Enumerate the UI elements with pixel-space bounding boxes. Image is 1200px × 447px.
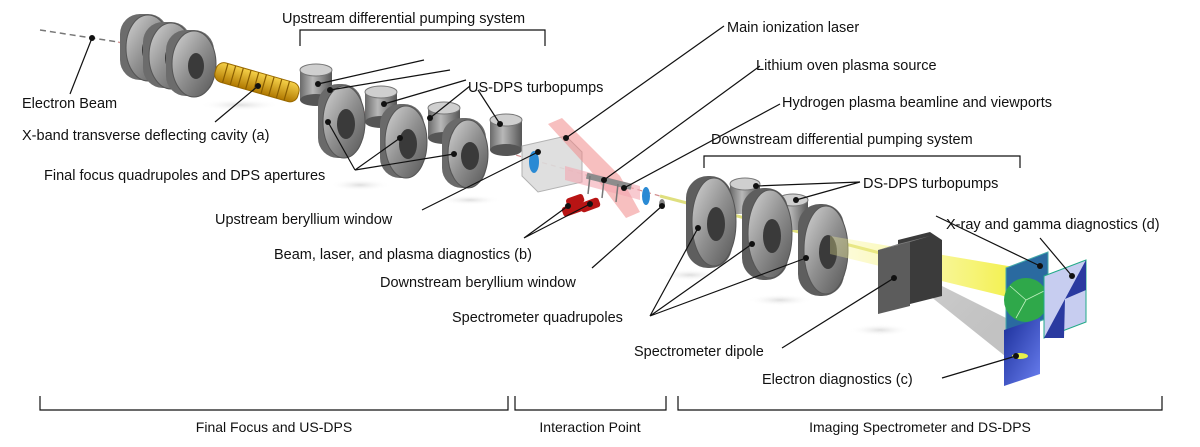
label-final-focus: Final focus quadrupoles and DPS aperture… (44, 168, 325, 184)
label-electron-diag: Electron diagnostics (c) (762, 372, 913, 388)
us-dps-components (299, 63, 523, 189)
label-electron-beam: Electron Beam (22, 96, 117, 112)
component-labels: Electron Beam X-band transverse deflecti… (22, 11, 1160, 388)
label-xray-gamma: X-ray and gamma diagnostics (d) (946, 217, 1160, 233)
label-ds-dps-turbopumps: DS-DPS turbopumps (863, 176, 998, 192)
section-final-focus: Final Focus and US-DPS (196, 419, 352, 435)
label-ds-dps-system: Downstream differential pumping system (711, 132, 973, 148)
electron-screen (1004, 318, 1040, 386)
label-xband-cavity: X-band transverse deflecting cavity (a) (22, 128, 269, 144)
xray-gamma-screens (1004, 251, 1087, 339)
label-spectrometer-quads: Spectrometer quadrupoles (452, 310, 623, 326)
label-main-laser: Main ionization laser (727, 20, 859, 36)
label-us-dps-turbopumps: US-DPS turbopumps (468, 80, 603, 96)
label-hydrogen-beamline: Hydrogen plasma beamline and viewports (782, 95, 1052, 111)
label-downstream-be-window: Downstream beryllium window (380, 275, 576, 291)
upstream-quadrupole-rings (120, 14, 217, 98)
electron-fan (930, 280, 1010, 360)
label-diagnostics-b: Beam, laser, and plasma diagnostics (b) (274, 247, 532, 263)
spectrometer-dipole-magnet (878, 232, 942, 314)
ground-shadows (200, 99, 910, 336)
section-labels: Final Focus and US-DPS Interaction Point… (196, 419, 1031, 435)
xband-cavity (214, 62, 300, 103)
label-lithium-oven: Lithium oven plasma source (756, 58, 937, 74)
label-spectrometer-dipole: Spectrometer dipole (634, 344, 764, 360)
section-brackets (39, 396, 1163, 411)
interaction-point-components (521, 118, 665, 218)
ds-dps-components (686, 176, 849, 296)
section-interaction-point: Interaction Point (539, 419, 640, 435)
label-us-dps-system: Upstream differential pumping system (282, 11, 525, 27)
label-upstream-be-window: Upstream beryllium window (215, 212, 393, 228)
section-imaging-spectrometer: Imaging Spectrometer and DS-DPS (809, 419, 1031, 435)
leader-dots (89, 35, 1075, 359)
leader-lines (69, 25, 1073, 379)
